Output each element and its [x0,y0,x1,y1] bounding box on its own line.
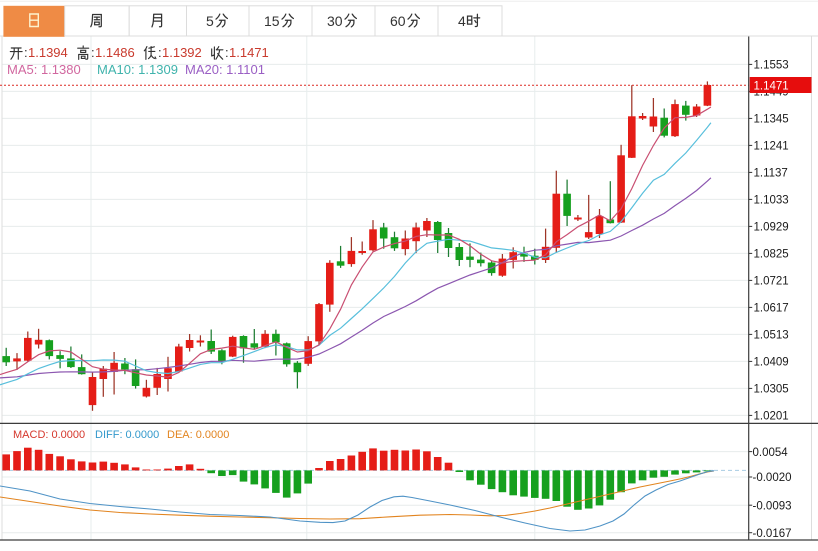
svg-text:1.0409: 1.0409 [754,357,789,369]
svg-text:1.1345: 1.1345 [754,114,789,126]
svg-text:DEA: 0.0000: DEA: 0.0000 [167,429,229,441]
svg-text:0.0054: 0.0054 [753,447,789,459]
svg-text:1.0201: 1.0201 [754,411,789,423]
svg-text:5: 5 [206,13,214,29]
svg-text:1.1486: 1.1486 [95,45,135,60]
svg-text:1.1471: 1.1471 [754,81,789,93]
svg-text:MA10: 1.1309: MA10: 1.1309 [97,62,178,77]
svg-text:1.1241: 1.1241 [754,141,789,153]
svg-text:60: 60 [390,13,406,29]
svg-text::: : [24,45,28,60]
svg-text:DIFF: 0.0000: DIFF: 0.0000 [95,429,159,441]
svg-text:1.1137: 1.1137 [754,168,788,180]
svg-text:1.1392: 1.1392 [162,45,202,60]
svg-text:MACD: 0.0000: MACD: 0.0000 [13,429,85,441]
svg-text:MA5: 1.1380: MA5: 1.1380 [7,62,81,77]
svg-text:1.0929: 1.0929 [754,222,789,234]
svg-text::: : [158,45,162,60]
svg-text:-0.0093: -0.0093 [753,500,792,512]
svg-text:4: 4 [458,13,466,29]
svg-text:1.1394: 1.1394 [28,45,68,60]
svg-text:1.0721: 1.0721 [754,276,789,288]
svg-text:MA20: 1.1101: MA20: 1.1101 [185,62,265,77]
svg-text:1.1471: 1.1471 [229,45,269,60]
svg-text:-0.0167: -0.0167 [753,528,792,540]
svg-text:-0.0020: -0.0020 [753,472,792,484]
svg-text:15: 15 [264,13,280,29]
svg-text:1.1033: 1.1033 [754,195,789,207]
svg-text:1.1553: 1.1553 [754,60,789,72]
svg-text::: : [91,45,95,60]
svg-text:1.0305: 1.0305 [754,384,789,396]
svg-text:1.0513: 1.0513 [754,330,789,342]
svg-text:1.0617: 1.0617 [754,303,789,315]
svg-text::: : [225,45,229,60]
svg-text:30: 30 [327,13,343,29]
svg-text:1.0825: 1.0825 [754,249,789,261]
